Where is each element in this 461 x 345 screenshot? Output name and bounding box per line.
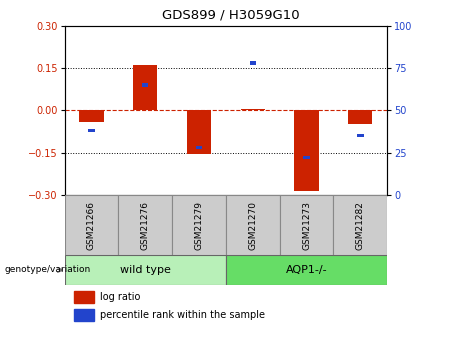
Text: log ratio: log ratio xyxy=(100,292,141,302)
Bar xyxy=(226,195,280,255)
Text: percentile rank within the sample: percentile rank within the sample xyxy=(100,310,265,320)
Bar xyxy=(295,110,319,191)
Text: GSM21270: GSM21270 xyxy=(248,200,257,250)
Text: GSM21273: GSM21273 xyxy=(302,200,311,250)
Bar xyxy=(74,291,94,303)
Bar xyxy=(65,195,118,255)
Bar xyxy=(303,156,310,159)
Bar xyxy=(118,195,172,255)
Text: wild type: wild type xyxy=(120,265,171,275)
Text: GSM21282: GSM21282 xyxy=(356,201,365,249)
Bar xyxy=(280,195,333,255)
Bar xyxy=(65,255,226,285)
Bar xyxy=(79,110,104,122)
Text: GSM21266: GSM21266 xyxy=(87,200,96,250)
Bar xyxy=(172,195,226,255)
Bar xyxy=(74,309,94,321)
Bar xyxy=(348,110,372,125)
Text: GSM21279: GSM21279 xyxy=(195,200,203,250)
Text: genotype/variation: genotype/variation xyxy=(5,265,91,275)
Text: AQP1-/-: AQP1-/- xyxy=(286,265,327,275)
Text: GDS899 / H3059G10: GDS899 / H3059G10 xyxy=(162,9,299,22)
Bar xyxy=(196,146,202,149)
Bar xyxy=(187,110,211,154)
Bar xyxy=(241,109,265,110)
Bar xyxy=(142,83,148,87)
Bar xyxy=(333,195,387,255)
Bar xyxy=(133,65,157,110)
Bar xyxy=(249,61,256,65)
Bar xyxy=(357,134,364,137)
Bar xyxy=(226,255,387,285)
Bar xyxy=(88,129,95,132)
Text: GSM21276: GSM21276 xyxy=(141,200,150,250)
